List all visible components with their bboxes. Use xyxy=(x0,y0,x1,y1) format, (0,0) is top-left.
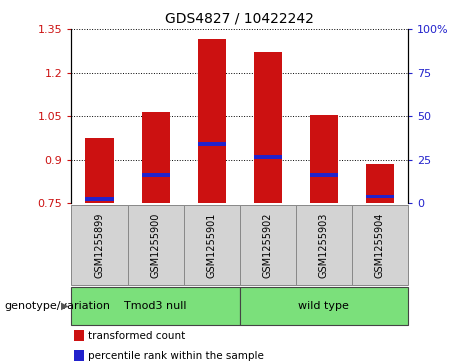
Text: GSM1255902: GSM1255902 xyxy=(263,212,273,278)
Bar xyxy=(142,112,170,203)
Text: wild type: wild type xyxy=(298,301,349,311)
Bar xyxy=(310,115,338,203)
Bar xyxy=(198,39,226,203)
Bar xyxy=(366,195,394,199)
Text: GSM1255904: GSM1255904 xyxy=(375,212,385,278)
Text: GSM1255901: GSM1255901 xyxy=(207,212,217,278)
Bar xyxy=(366,164,394,203)
Bar xyxy=(85,138,113,203)
Text: GSM1255899: GSM1255899 xyxy=(95,212,105,278)
Bar xyxy=(198,142,226,146)
Text: ▶: ▶ xyxy=(61,301,68,311)
Text: percentile rank within the sample: percentile rank within the sample xyxy=(88,351,264,361)
Text: Tmod3 null: Tmod3 null xyxy=(124,301,187,311)
Title: GDS4827 / 10422242: GDS4827 / 10422242 xyxy=(165,11,314,25)
Text: GSM1255903: GSM1255903 xyxy=(319,212,329,278)
Bar xyxy=(254,155,282,159)
Bar xyxy=(85,197,113,201)
Text: transformed count: transformed count xyxy=(88,331,185,341)
Text: GSM1255900: GSM1255900 xyxy=(151,212,160,278)
Text: genotype/variation: genotype/variation xyxy=(5,301,111,311)
Bar xyxy=(142,173,170,177)
Bar xyxy=(254,52,282,203)
Bar xyxy=(310,173,338,177)
